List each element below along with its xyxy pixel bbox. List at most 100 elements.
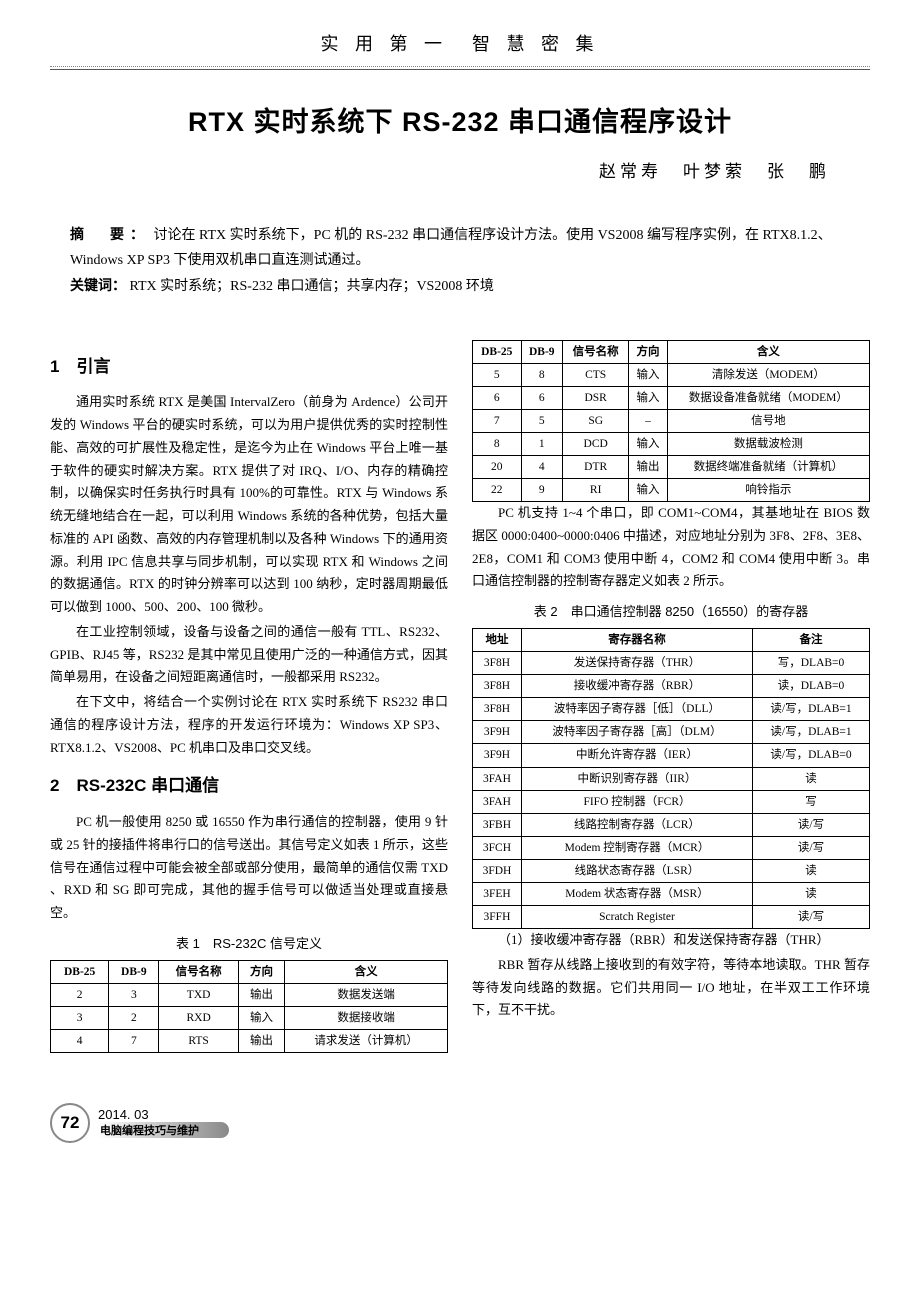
- table-cell: 数据载波检测: [667, 432, 869, 455]
- table-cell: 5: [473, 363, 522, 386]
- table-cell: 3: [51, 1006, 109, 1029]
- table-cell: 3FEH: [473, 883, 522, 906]
- table-cell: 3FDH: [473, 859, 522, 882]
- table-cell: 读: [753, 883, 870, 906]
- table-cell: 线路控制寄存器（LCR）: [521, 813, 752, 836]
- table-cell: DTR: [563, 456, 629, 479]
- table2: 地址寄存器名称备注 3F8H发送保持寄存器（THR）写，DLAB=03F8H接收…: [472, 628, 870, 929]
- abstract-label: 摘 要：: [70, 226, 150, 242]
- table-header-cell: DB-9: [109, 960, 159, 983]
- table-cell: 输入: [629, 479, 668, 502]
- table-row: 47RTS输出请求发送（计算机）: [51, 1029, 448, 1052]
- table-cell: 输出: [629, 456, 668, 479]
- table-row: 3F8H波特率因子寄存器［低］（DLL）读/写，DLAB=1: [473, 698, 870, 721]
- magazine-name: 电脑编程技巧与维护: [98, 1122, 229, 1138]
- table-cell: 7: [473, 409, 522, 432]
- table-row: 3F9H中断允许寄存器（IER）读/写，DLAB=0: [473, 744, 870, 767]
- table-cell: 接收缓冲寄存器（RBR）: [521, 675, 752, 698]
- table-row: 81DCD输入数据载波检测: [473, 432, 870, 455]
- table-cell: 中断识别寄存器（IIR）: [521, 767, 752, 790]
- table-row: 3F8H接收缓冲寄存器（RBR）读，DLAB=0: [473, 675, 870, 698]
- table-row: 32RXD输入数据接收端: [51, 1006, 448, 1029]
- table-header-cell: 方向: [629, 340, 668, 363]
- table-cell: 3F8H: [473, 675, 522, 698]
- table-cell: DSR: [563, 386, 629, 409]
- table-row: 3FBH线路控制寄存器（LCR）读/写: [473, 813, 870, 836]
- table-cell: 3FFH: [473, 906, 522, 929]
- table-row: 3FCHModem 控制寄存器（MCR）读/写: [473, 836, 870, 859]
- table-cell: 输出: [238, 1029, 284, 1052]
- header-rule: [50, 66, 870, 70]
- table-cell: 数据终端准备就绪（计算机）: [667, 456, 869, 479]
- issue-date: 2014. 03: [98, 1107, 149, 1122]
- table-cell: 读/写: [753, 813, 870, 836]
- table-cell: 读/写: [753, 836, 870, 859]
- table-cell: 输入: [629, 386, 668, 409]
- table-cell: 波特率因子寄存器［低］（DLL）: [521, 698, 752, 721]
- table-cell: SG: [563, 409, 629, 432]
- table-row: 3FFHScratch Register读/写: [473, 906, 870, 929]
- table-cell: 读/写，DLAB=1: [753, 698, 870, 721]
- table-cell: 写: [753, 790, 870, 813]
- table-cell: 3F9H: [473, 744, 522, 767]
- left-column: 1 引言 通用实时系统 RTX 是美国 IntervalZero（前身为 Ard…: [50, 340, 448, 1053]
- table-cell: CTS: [563, 363, 629, 386]
- paragraph: 通用实时系统 RTX 是美国 IntervalZero（前身为 Ardence）…: [50, 391, 448, 619]
- abstract-block: 摘 要： 讨论在 RTX 实时系统下，PC 机的 RS-232 串口通信程序设计…: [70, 222, 850, 300]
- table-cell: RXD: [159, 1006, 239, 1029]
- table-cell: 输入: [629, 432, 668, 455]
- table-header-cell: 寄存器名称: [521, 628, 752, 651]
- table-row: 3FEHModem 状态寄存器（MSR）读: [473, 883, 870, 906]
- table-row: 229RI输入响铃指示: [473, 479, 870, 502]
- table-row: 3FDH线路状态寄存器（LSR）读: [473, 859, 870, 882]
- table-cell: 8: [521, 363, 563, 386]
- table-header-cell: 信号名称: [159, 960, 239, 983]
- table2-caption: 表 2 串口通信控制器 8250（16550）的寄存器: [472, 601, 870, 624]
- table-header-cell: DB-9: [521, 340, 563, 363]
- table-row: 23TXD输出数据发送端: [51, 983, 448, 1006]
- table-cell: 清除发送（MODEM）: [667, 363, 869, 386]
- authors: 赵常寿 叶梦萦 张 鹏: [50, 157, 830, 182]
- table-cell: 3FAH: [473, 790, 522, 813]
- table-header-cell: 信号名称: [563, 340, 629, 363]
- table-cell: 读，DLAB=0: [753, 675, 870, 698]
- table-header-cell: 含义: [285, 960, 448, 983]
- table1-caption: 表 1 RS-232C 信号定义: [50, 933, 448, 956]
- table-cell: 写，DLAB=0: [753, 652, 870, 675]
- table-cell: 20: [473, 456, 522, 479]
- table-cell: 读/写，DLAB=1: [753, 721, 870, 744]
- table-cell: 线路状态寄存器（LSR）: [521, 859, 752, 882]
- table-cell: 中断允许寄存器（IER）: [521, 744, 752, 767]
- table-cell: 2: [109, 1006, 159, 1029]
- table-header-cell: 地址: [473, 628, 522, 651]
- table-cell: 发送保持寄存器（THR）: [521, 652, 752, 675]
- table-cell: 3FCH: [473, 836, 522, 859]
- table-cell: 3FBH: [473, 813, 522, 836]
- table-cell: 6: [521, 386, 563, 409]
- table-cell: Scratch Register: [521, 906, 752, 929]
- table-cell: FIFO 控制器（FCR）: [521, 790, 752, 813]
- table-cell: 3FAH: [473, 767, 522, 790]
- table-row: 3F8H发送保持寄存器（THR）写，DLAB=0: [473, 652, 870, 675]
- table-cell: 数据设备准备就绪（MODEM）: [667, 386, 869, 409]
- table-row: 204DTR输出数据终端准备就绪（计算机）: [473, 456, 870, 479]
- table-row: 75SG–信号地: [473, 409, 870, 432]
- table-cell: 输出: [238, 983, 284, 1006]
- paragraph: PC 机一般使用 8250 或 16550 作为串行通信的控制器，使用 9 针或…: [50, 811, 448, 925]
- table-cell: 读: [753, 767, 870, 790]
- table-header-cell: DB-25: [473, 340, 522, 363]
- table1-part-b: DB-25DB-9信号名称方向含义 58CTS输入清除发送（MODEM）66DS…: [472, 340, 870, 503]
- running-head: 实 用 第 一 智 慧 密 集: [50, 30, 870, 56]
- section-2-head: 2 RS-232C 串口通信: [50, 771, 448, 801]
- table-cell: 读/写: [753, 906, 870, 929]
- table-cell: –: [629, 409, 668, 432]
- table-cell: 8: [473, 432, 522, 455]
- keywords-text: RTX 实时系统；RS-232 串口通信；共享内存；VS2008 环境: [130, 279, 494, 294]
- table-cell: RTS: [159, 1029, 239, 1052]
- table-header-cell: 方向: [238, 960, 284, 983]
- table-cell: 读: [753, 859, 870, 882]
- table-cell: DCD: [563, 432, 629, 455]
- keywords-label: 关键词：: [70, 277, 126, 293]
- table-cell: 输入: [629, 363, 668, 386]
- table-header-cell: 备注: [753, 628, 870, 651]
